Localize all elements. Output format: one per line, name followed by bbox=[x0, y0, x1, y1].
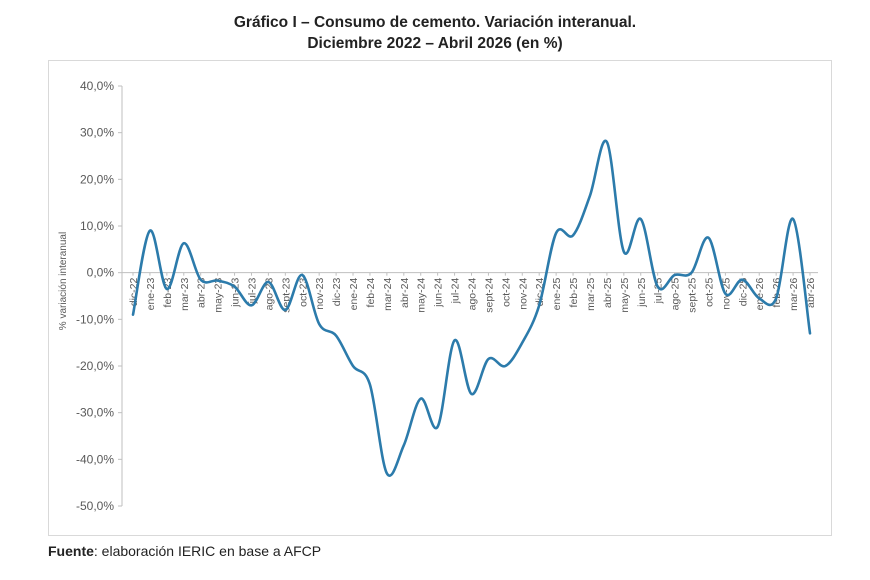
y-tick-label: 0,0% bbox=[87, 266, 115, 280]
data-point bbox=[402, 443, 406, 447]
data-point bbox=[537, 303, 541, 307]
data-point bbox=[791, 217, 795, 221]
data-point bbox=[453, 338, 457, 342]
x-tick-label: dic-25 bbox=[737, 278, 749, 307]
x-tick-label: abr-25 bbox=[602, 278, 614, 309]
data-point bbox=[605, 140, 609, 144]
data-point bbox=[706, 236, 710, 240]
x-tick-label: mar-26 bbox=[788, 278, 800, 311]
data-point bbox=[283, 308, 287, 312]
chart-frame bbox=[48, 60, 832, 536]
data-point bbox=[300, 273, 304, 277]
y-tick-label: -20,0% bbox=[76, 359, 114, 373]
data-point bbox=[673, 273, 677, 277]
data-point bbox=[182, 241, 186, 245]
data-point bbox=[774, 296, 778, 300]
x-tick-label: oct-25 bbox=[703, 278, 715, 307]
data-point bbox=[266, 280, 270, 284]
data-point bbox=[571, 233, 575, 237]
y-axis-title: % variación interanual bbox=[58, 232, 69, 330]
x-tick-label: jun-25 bbox=[636, 278, 648, 308]
x-tick-label: mar-23 bbox=[179, 278, 191, 311]
x-tick-label: sept-25 bbox=[687, 278, 699, 313]
x-tick-label: may-23 bbox=[213, 278, 225, 313]
data-point bbox=[639, 217, 643, 221]
y-tick-label: 40,0% bbox=[80, 79, 114, 93]
data-point bbox=[690, 271, 694, 275]
data-point bbox=[385, 471, 389, 475]
data-point bbox=[351, 364, 355, 368]
x-tick-label: jun-24 bbox=[433, 278, 445, 308]
data-point bbox=[656, 285, 660, 289]
data-point bbox=[334, 334, 338, 338]
x-tick-label: abr-23 bbox=[196, 278, 208, 309]
x-tick-label: ene-25 bbox=[551, 278, 563, 311]
x-tick-label: ene-23 bbox=[145, 278, 157, 311]
data-point bbox=[757, 296, 761, 300]
data-point bbox=[199, 278, 203, 282]
data-point bbox=[740, 278, 744, 282]
chart-title-line-2: Diciembre 2022 – Abril 2026 (en %) bbox=[307, 35, 563, 52]
x-tick-label: sept-24 bbox=[483, 278, 495, 313]
data-point bbox=[436, 425, 440, 429]
x-tick-label: nov-23 bbox=[314, 278, 326, 310]
x-tick-label: dic-23 bbox=[331, 278, 343, 307]
data-point bbox=[233, 285, 237, 289]
source-text: : elaboración IERIC en base a AFCP bbox=[93, 543, 322, 559]
source-label: Fuente bbox=[48, 543, 94, 559]
x-tick-label: ago-24 bbox=[467, 278, 479, 311]
x-tick-label: mar-24 bbox=[382, 278, 394, 311]
data-point bbox=[249, 303, 253, 307]
data-point bbox=[419, 397, 423, 401]
x-tick-label: ene-24 bbox=[348, 278, 360, 311]
chart-title: Gráfico I – Consumo de cemento. Variació… bbox=[0, 12, 870, 54]
data-point bbox=[503, 364, 507, 368]
x-tick-label: jul-23 bbox=[246, 278, 258, 305]
x-tick-label: oct-24 bbox=[500, 278, 512, 307]
data-point bbox=[723, 292, 727, 296]
series-line bbox=[131, 139, 812, 477]
y-tick-label: -30,0% bbox=[76, 406, 114, 420]
data-point bbox=[131, 313, 135, 317]
y-tick-label: 10,0% bbox=[80, 219, 114, 233]
x-tick-label: jul-24 bbox=[450, 278, 462, 305]
data-point bbox=[368, 383, 372, 387]
x-tick-label: abr-24 bbox=[399, 278, 411, 309]
data-point bbox=[165, 287, 169, 291]
x-tick-label: feb-24 bbox=[365, 278, 377, 308]
x-tick-label: ago-25 bbox=[670, 278, 682, 311]
source-note: Fuente: elaboración IERIC en base a AFCP bbox=[48, 543, 321, 559]
x-tick-label: mar-25 bbox=[585, 278, 597, 311]
data-point bbox=[317, 322, 321, 326]
y-tick-label: 30,0% bbox=[80, 126, 114, 140]
x-tick-label: may-25 bbox=[619, 278, 631, 313]
data-point bbox=[554, 231, 558, 235]
x-tick-label: nov-24 bbox=[517, 278, 529, 310]
data-point bbox=[470, 392, 474, 396]
data-point bbox=[486, 357, 490, 361]
x-tick-label: may-24 bbox=[416, 278, 428, 313]
y-tick-label: -50,0% bbox=[76, 499, 114, 513]
data-point bbox=[588, 194, 592, 198]
y-tick-label: -10,0% bbox=[76, 312, 114, 326]
data-point bbox=[808, 331, 812, 335]
data-point bbox=[148, 229, 152, 233]
x-tick-label: feb-25 bbox=[568, 278, 580, 308]
y-tick-label: -40,0% bbox=[76, 452, 114, 466]
chart-title-line-1: Gráfico I – Consumo de cemento. Variació… bbox=[233, 14, 637, 31]
data-point bbox=[216, 279, 220, 283]
data-point bbox=[520, 341, 524, 345]
data-point bbox=[622, 250, 626, 254]
x-tick-label: abr-26 bbox=[805, 278, 817, 309]
y-tick-label: 20,0% bbox=[80, 172, 114, 186]
